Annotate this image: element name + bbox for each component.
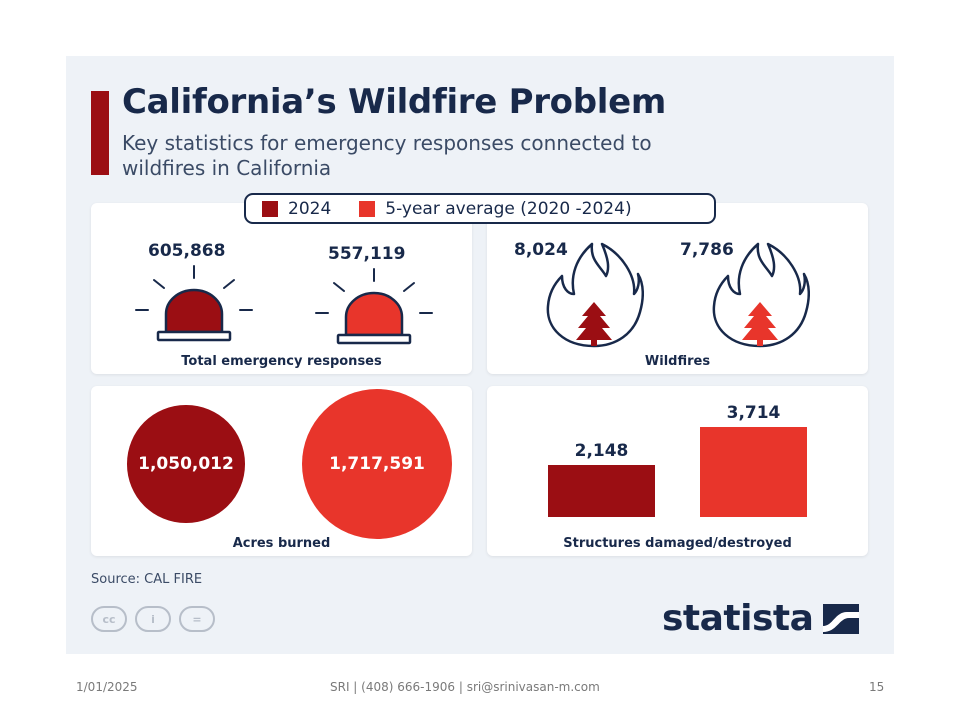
- footer-contact: SRI | (408) 666-1906 | sri@srinivasan-m.…: [330, 680, 600, 694]
- logo-text: statista: [662, 598, 814, 639]
- source-note: Source: CAL FIRE: [91, 572, 203, 587]
- structures-bar-area: 2,148 3,714: [487, 386, 868, 556]
- panel-label-structures: Structures damaged/destroyed: [563, 536, 792, 551]
- license-icons: cc i =: [91, 606, 215, 632]
- statista-logo[interactable]: statista: [662, 598, 860, 639]
- tree-avg: [742, 302, 778, 340]
- person-icon[interactable]: i: [135, 606, 171, 632]
- panel-label-acres: Acres burned: [232, 536, 331, 551]
- siren-icon: [135, 265, 253, 342]
- page-title: California’s Wildfire Problem: [122, 82, 666, 122]
- statista-mark-icon: [823, 603, 860, 634]
- cc-icon[interactable]: cc: [91, 606, 127, 632]
- bar-structures-2024: [548, 464, 655, 517]
- legend-swatch-avg: [359, 200, 376, 217]
- legend-swatch-2024: [262, 200, 278, 217]
- siren-dome-2024: [164, 288, 224, 334]
- legend-label-2024: 2024: [288, 198, 332, 219]
- legend-item-avg: 5-year average (2020 -2024): [359, 198, 632, 219]
- value-wildfires-avg: 7,786: [680, 240, 734, 260]
- footer-date: 1/01/2025: [76, 680, 138, 694]
- legend-item-2024: 2024: [262, 199, 331, 219]
- value-emergency-2024: 605,868: [148, 241, 226, 261]
- siren-dome-avg: [344, 291, 404, 337]
- bubble-label-avg: 1,717,591: [329, 454, 425, 474]
- panel-label-emergency: Total emergency responses: [181, 354, 382, 369]
- title-accent-bar: [91, 91, 109, 175]
- value-emergency-avg: 557,119: [328, 244, 406, 264]
- bubble-label-2024: 1,050,012: [138, 453, 234, 474]
- footer-page-number: 15: [869, 680, 885, 694]
- value-wildfires-2024: 8,024: [514, 240, 568, 260]
- bubble-acres-2024: 1,050,012: [127, 405, 245, 523]
- tree-2024: [576, 302, 612, 340]
- panel-label-wildfires: Wildfires: [644, 354, 711, 369]
- bubble-acres-avg: 1,717,591: [302, 389, 452, 539]
- siren-icon: [315, 268, 433, 345]
- flame-tree-icon: [712, 242, 810, 348]
- bar-value-label-avg: 3,714: [726, 403, 781, 423]
- legend: 2024 5-year average (2020 -2024): [244, 193, 716, 224]
- page-subtitle: Key statistics for emergency responses c…: [122, 131, 652, 180]
- bar-structures-avg: [700, 427, 807, 517]
- legend-label-avg: 5-year average (2020 -2024): [385, 198, 632, 219]
- equals-icon[interactable]: =: [179, 606, 215, 632]
- bar-value-label-2024: 2,148: [574, 440, 629, 461]
- flame-tree-icon: [546, 242, 644, 348]
